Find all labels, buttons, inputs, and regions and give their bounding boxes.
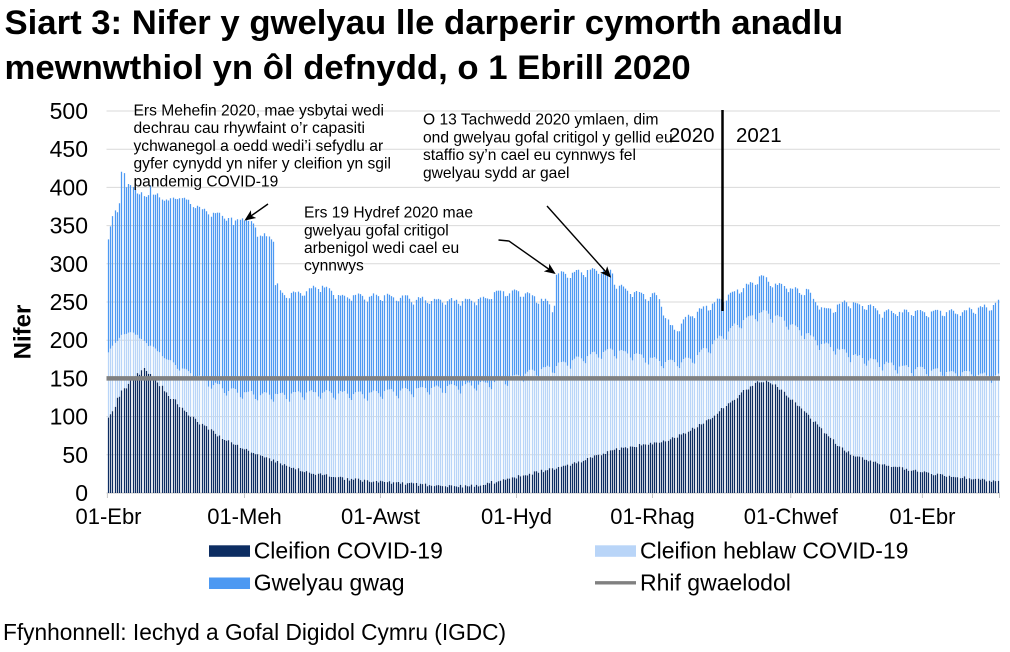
svg-text:ond gwelyau gofal critigol y g: ond gwelyau gofal critigol y gellid eu [423,129,673,146]
svg-text:Ers Mehefin 2020, mae ysbytai: Ers Mehefin 2020, mae ysbytai wedi [134,102,385,119]
svg-text:01-Ebr: 01-Ebr [889,504,955,529]
svg-text:Rhif gwaelodol: Rhif gwaelodol [640,570,791,596]
svg-text:Siart 3: Nifer y gwelyau lle d: Siart 3: Nifer y gwelyau lle darperir cy… [5,4,844,42]
svg-text:dechrau cau rhywfaint o’r capa: dechrau cau rhywfaint o’r capasiti [134,120,365,137]
svg-text:01-Meh: 01-Meh [207,504,282,529]
svg-text:Ffynhonnell: Iechyd a Gofal Di: Ffynhonnell: Iechyd a Gofal Digidol Cymr… [3,619,506,645]
svg-text:Gwelyau gwag: Gwelyau gwag [254,570,405,596]
svg-text:Cleifion heblaw COVID-19: Cleifion heblaw COVID-19 [640,537,908,563]
svg-text:400: 400 [50,174,88,200]
svg-text:mewnwthiol yn ôl defnydd, o 1: mewnwthiol yn ôl defnydd, o 1 Ebrill 202… [5,49,691,87]
svg-text:500: 500 [50,98,88,124]
svg-text:staffio sy’n cael eu cynnwys f: staffio sy’n cael eu cynnwys fel [423,147,636,164]
svg-text:0: 0 [75,480,88,506]
svg-text:Ers 19 Hydref 2020 mae: Ers 19 Hydref 2020 mae [304,205,473,222]
svg-text:150: 150 [50,365,88,391]
svg-text:01-Chwef: 01-Chwef [744,504,839,529]
svg-text:01-Ebr: 01-Ebr [75,504,141,529]
svg-text:300: 300 [50,251,88,277]
svg-text:gwelyau gofal critigol: gwelyau gofal critigol [304,222,449,239]
svg-text:01-Awst: 01-Awst [341,504,420,529]
svg-text:Nifer: Nifer [10,305,37,360]
svg-text:cynnwys: cynnwys [304,258,364,275]
svg-text:01-Rhag: 01-Rhag [610,504,694,529]
svg-text:250: 250 [50,289,88,315]
svg-text:gyfer cynydd yn nifer y cleifi: gyfer cynydd yn nifer y cleifion yn sgil [134,156,391,173]
svg-text:pandemig COVID-19: pandemig COVID-19 [134,174,279,191]
svg-text:50: 50 [62,442,88,468]
svg-text:O 13 Tachwedd 2020 ymlaen, dim: O 13 Tachwedd 2020 ymlaen, dim [423,112,659,129]
svg-text:450: 450 [50,136,88,162]
svg-text:Cleifion COVID-19: Cleifion COVID-19 [254,537,443,563]
svg-text:350: 350 [50,213,88,239]
svg-text:01-Hyd: 01-Hyd [481,504,552,529]
svg-text:2021: 2021 [736,124,782,147]
svg-text:arbenigol wedi cael eu: arbenigol wedi cael eu [304,240,459,257]
svg-text:ychwanegol a oedd wedi’i sefyd: ychwanegol a oedd wedi’i sefydlu ar [134,138,384,155]
svg-text:200: 200 [50,327,88,353]
svg-text:gwelyau sydd ar gael: gwelyau sydd ar gael [423,165,570,182]
svg-text:100: 100 [50,404,88,430]
svg-text:2020: 2020 [669,124,715,147]
